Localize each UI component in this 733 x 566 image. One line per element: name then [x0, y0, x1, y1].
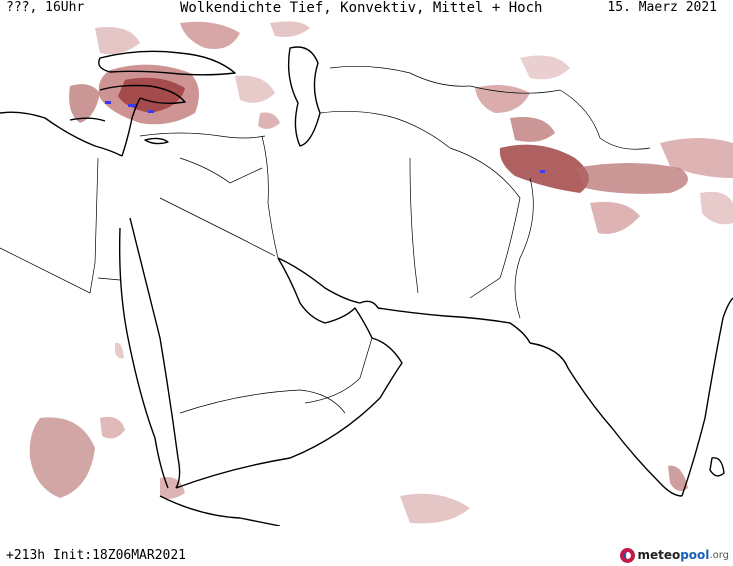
- coastlines: [0, 46, 733, 526]
- country-borders: [0, 66, 651, 414]
- coastline-north-africa: [0, 111, 123, 157]
- coastline-makran: [377, 307, 531, 344]
- cloud-patch-aegean: [69, 84, 100, 123]
- logo-text-meteo: meteo: [637, 548, 681, 562]
- cloud-patch-caucasus: [180, 21, 240, 49]
- precip-marker-4: [540, 170, 545, 173]
- precip-marker-3: [148, 110, 154, 113]
- cloud-patch-hindukush: [499, 144, 589, 193]
- coastline-india-east: [681, 297, 733, 497]
- coastline-india-west: [529, 342, 683, 497]
- border-oman: [304, 337, 373, 404]
- border-egypt-sudan: [97, 277, 121, 281]
- precip-marker-2: [128, 104, 136, 107]
- cloud-patch-somalia: [160, 477, 185, 499]
- border-iraq-syria: [179, 157, 263, 184]
- cloud-patch-balkans: [95, 27, 140, 55]
- precip-marker-1: [105, 101, 111, 104]
- border-iraq-iran: [261, 135, 279, 259]
- precip-markers: [105, 101, 545, 173]
- cloud-patch-east-india: [700, 191, 733, 225]
- meteopool-logo[interactable]: meteo pool .org: [620, 545, 729, 565]
- border-china-west: [559, 89, 651, 150]
- cloud-patch-red-sea-west: [115, 342, 124, 359]
- border-uzbek-kazakh: [329, 66, 471, 87]
- logo-text-pool: pool: [680, 548, 710, 562]
- border-afghan-pak: [449, 147, 521, 299]
- coastline-black-sea: [98, 50, 236, 76]
- model-run-label: +213h Init:18Z06MAR2021: [6, 548, 187, 563]
- cloud-patch-tibet-east: [660, 138, 733, 178]
- valid-time-label: ???, 16Uhr: [6, 0, 85, 15]
- cloud-patch-south-india: [668, 465, 688, 492]
- cloud-patch-ganges: [590, 201, 640, 234]
- border-saudi-jordan: [159, 197, 276, 257]
- coastline-horn: [159, 495, 281, 526]
- cloud-patch-uzbek: [475, 84, 530, 113]
- logo-icon: [620, 547, 636, 563]
- map-title: Wolkendichte Tief, Konvektiv, Mittel + H…: [180, 0, 543, 16]
- valid-date-label: 15. Maerz 2021: [607, 0, 717, 15]
- coastline-gulf-west: [277, 257, 373, 339]
- border-egypt-libya: [0, 157, 99, 294]
- cloud-patches: [29, 21, 733, 524]
- cloud-patch-kazakh: [520, 55, 570, 80]
- cloud-patch-ethiopia: [100, 416, 125, 439]
- cloud-patch-sudan: [29, 417, 95, 498]
- cloud-patch-caspian-north: [270, 21, 310, 37]
- border-iran-afghan: [409, 157, 419, 294]
- border-turkey-syria: [139, 132, 266, 139]
- coastline-crete: [69, 117, 106, 122]
- border-iran-turkmen: [319, 110, 451, 149]
- coastline-caspian: [287, 46, 321, 147]
- cloud-patch-nw-iran: [258, 112, 280, 129]
- coastline-turkey-south: [99, 84, 186, 105]
- cloud-patch-himalaya: [575, 163, 688, 194]
- border-saudi-yemen: [179, 389, 346, 414]
- border-pak-india: [514, 177, 534, 319]
- coastline-red-sea-east: [129, 217, 181, 489]
- coastline-gulf-east: [277, 257, 379, 309]
- cloud-patch-arabian-sea: [400, 493, 470, 524]
- coastline-sri-lanka: [709, 457, 725, 477]
- coastline-arabia-south: [175, 337, 403, 489]
- cloud-density-map: [0, 18, 733, 526]
- cloud-patch-tajik: [510, 117, 555, 142]
- coastline-levant: [121, 97, 141, 157]
- coastline-red-sea-west: [118, 227, 169, 489]
- coastline-cyprus: [144, 137, 169, 145]
- cloud-patch-caucasus-south: [235, 75, 275, 103]
- border-kyrgyz: [469, 85, 561, 94]
- logo-text-org: .org: [709, 549, 729, 561]
